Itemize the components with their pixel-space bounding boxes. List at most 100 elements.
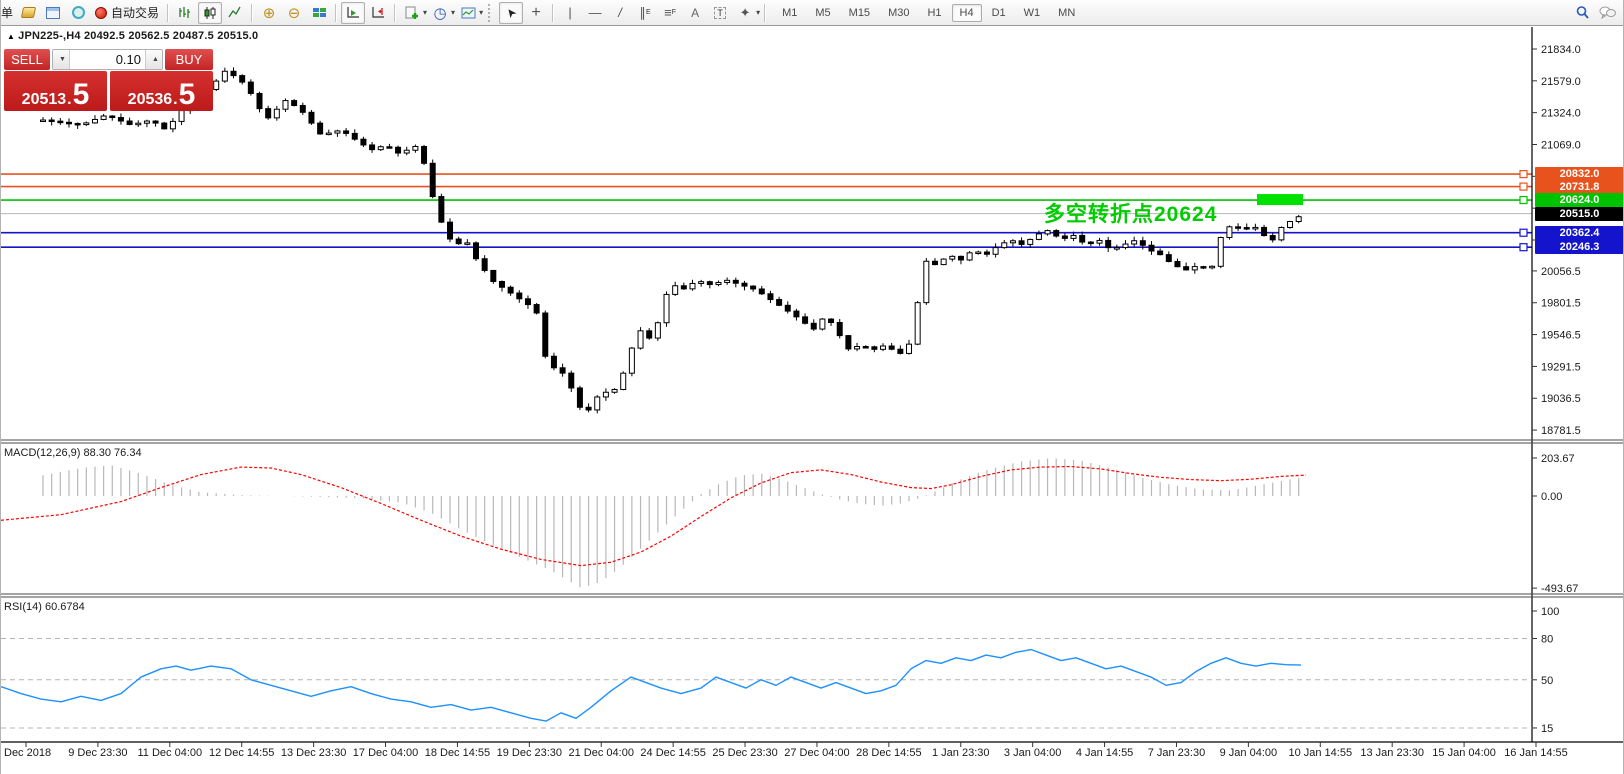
tab-timeframe-H1[interactable]: H1 bbox=[919, 4, 949, 22]
fibonacci-tool-icon[interactable]: ≡ F bbox=[664, 5, 677, 20]
candle-body bbox=[957, 255, 964, 261]
x-tick-label: 27 Dec 04:00 bbox=[784, 747, 849, 759]
candle-body bbox=[109, 115, 116, 119]
candles-layer bbox=[40, 67, 1302, 414]
turning-point-annotation: 多空转折点20624 bbox=[1044, 203, 1218, 226]
templates-dropdown-icon[interactable]: ▾ bbox=[479, 8, 484, 17]
chart-shift-icon[interactable] bbox=[366, 2, 390, 24]
candle-body bbox=[447, 221, 454, 240]
candle-body bbox=[931, 260, 938, 266]
rsi-tick-label: 50 bbox=[1541, 675, 1553, 687]
candle-body bbox=[490, 269, 497, 282]
gold-seal-icon[interactable] bbox=[16, 2, 40, 24]
cursor-icon[interactable]: ➤ bbox=[499, 1, 524, 24]
candle-body bbox=[1044, 230, 1051, 235]
candle-body bbox=[975, 251, 982, 255]
separator bbox=[335, 3, 338, 22]
volume-stepper: ▼ ▲ bbox=[52, 49, 163, 70]
periods-dropdown-icon[interactable]: ▾ bbox=[451, 8, 456, 17]
arrows-tool-icon[interactable]: ✦ bbox=[739, 4, 751, 20]
tab-timeframe-M15[interactable]: M15 bbox=[841, 4, 878, 22]
candle-body bbox=[178, 110, 185, 122]
candle-body bbox=[1235, 226, 1242, 229]
trendline-tool-icon[interactable]: / bbox=[618, 5, 622, 20]
candlestick-chart-icon[interactable] bbox=[198, 1, 223, 24]
green-zone-rect[interactable] bbox=[1257, 194, 1303, 206]
buy-price[interactable]: 20536. 5 bbox=[110, 71, 213, 111]
text-tool-icon[interactable]: A bbox=[691, 5, 700, 20]
crosshair-icon[interactable]: + bbox=[531, 3, 541, 21]
candle-body bbox=[213, 80, 220, 90]
auto-scroll-icon[interactable] bbox=[341, 1, 366, 24]
y-tick-label: 21324.0 bbox=[1541, 108, 1581, 120]
candle-body bbox=[637, 330, 644, 349]
candle-body bbox=[438, 196, 445, 223]
channel-tool-icon[interactable]: ∥ E bbox=[639, 4, 651, 20]
toolbar-handle[interactable] bbox=[488, 3, 494, 22]
candle-body bbox=[1001, 242, 1008, 249]
price-line-anchor[interactable] bbox=[1519, 169, 1528, 179]
macd-signal-line bbox=[1, 465, 1307, 567]
candle-body bbox=[914, 302, 921, 345]
candle-body bbox=[221, 70, 228, 82]
line-chart-icon[interactable] bbox=[223, 2, 247, 24]
candle-body bbox=[161, 122, 168, 130]
tab-timeframe-H4[interactable]: H4 bbox=[951, 3, 982, 22]
sell-price[interactable]: 20513. 5 bbox=[4, 71, 107, 111]
candle-body bbox=[802, 316, 809, 324]
tab-timeframe-M30[interactable]: M30 bbox=[880, 4, 917, 22]
candle-body bbox=[351, 132, 358, 140]
candle-body bbox=[117, 117, 124, 122]
candle-body bbox=[732, 279, 739, 284]
price-line-anchor[interactable] bbox=[1519, 243, 1528, 252]
candle-body bbox=[1087, 241, 1094, 245]
candle-body bbox=[689, 282, 696, 290]
tab-timeframe-W1[interactable]: W1 bbox=[1016, 4, 1049, 22]
indicators-dropdown-icon[interactable]: ▾ bbox=[423, 8, 428, 17]
candle-body bbox=[83, 122, 90, 126]
sell-button[interactable]: SELL bbox=[4, 49, 50, 70]
tile-windows-icon[interactable] bbox=[307, 2, 331, 24]
time-axis-layer: Dec 2018 9 Dec 23:30 11 Dec 04:00 12 Dec 14… bbox=[4, 742, 1568, 759]
chart-title: ▲ JPN225-,H4 20492.5 20562.5 20487.5 2051… bbox=[7, 30, 258, 42]
new-order-button[interactable]: 单 bbox=[1, 6, 14, 20]
tab-timeframe-MN[interactable]: MN bbox=[1050, 4, 1083, 22]
price-line-anchor[interactable] bbox=[1519, 182, 1528, 191]
buy-button[interactable]: BUY bbox=[165, 49, 213, 70]
candle-body bbox=[776, 299, 783, 306]
candle-body bbox=[1200, 266, 1207, 269]
price-tag-20246.3: 20246.3 bbox=[1535, 240, 1623, 255]
price-line-anchor[interactable] bbox=[1519, 228, 1528, 237]
tab-timeframe-M1[interactable]: M1 bbox=[774, 4, 805, 22]
price-line-anchor[interactable] bbox=[1519, 195, 1528, 205]
bar-chart-icon[interactable] bbox=[173, 2, 197, 24]
volume-decrease-button[interactable]: ▼ bbox=[53, 50, 70, 69]
x-tick-label: 24 Dec 14:55 bbox=[640, 747, 705, 759]
volume-increase-button[interactable]: ▲ bbox=[145, 50, 162, 69]
text-label-tool-icon[interactable]: T bbox=[708, 2, 732, 24]
indicators-icon[interactable] bbox=[400, 2, 424, 24]
templates-icon[interactable] bbox=[456, 2, 480, 24]
chart-canvas[interactable]: 21834.021579.021324.021069.020814.020559… bbox=[1, 26, 1624, 774]
rsi-tick-label: 80 bbox=[1541, 634, 1553, 646]
volume-input[interactable] bbox=[70, 50, 145, 69]
candle-body bbox=[672, 285, 679, 295]
vertical-line-tool-icon[interactable]: | bbox=[568, 5, 572, 20]
chat-icon[interactable] bbox=[1595, 2, 1619, 24]
candle-body bbox=[1252, 226, 1259, 230]
horizontal-line-tool-icon[interactable]: — bbox=[588, 5, 602, 20]
signal-icon[interactable] bbox=[66, 2, 90, 24]
separator bbox=[552, 3, 555, 22]
autotrading-button[interactable]: 自动交易 bbox=[91, 3, 163, 23]
arrows-dropdown-icon[interactable]: ▾ bbox=[756, 8, 761, 17]
periods-clock-icon[interactable]: ◷ bbox=[433, 4, 447, 22]
search-icon[interactable] bbox=[1570, 2, 1594, 24]
zoom-in-icon[interactable]: ⊕ bbox=[262, 4, 276, 22]
tab-timeframe-M5[interactable]: M5 bbox=[807, 4, 838, 22]
candle-body bbox=[1009, 240, 1016, 244]
candle-body bbox=[923, 260, 930, 304]
market-window-icon[interactable] bbox=[41, 2, 65, 24]
chart-area: 21834.021579.021324.021069.020814.020559… bbox=[1, 26, 1624, 774]
zoom-out-icon[interactable]: ⊖ bbox=[287, 4, 301, 22]
tab-timeframe-D1[interactable]: D1 bbox=[984, 4, 1014, 22]
